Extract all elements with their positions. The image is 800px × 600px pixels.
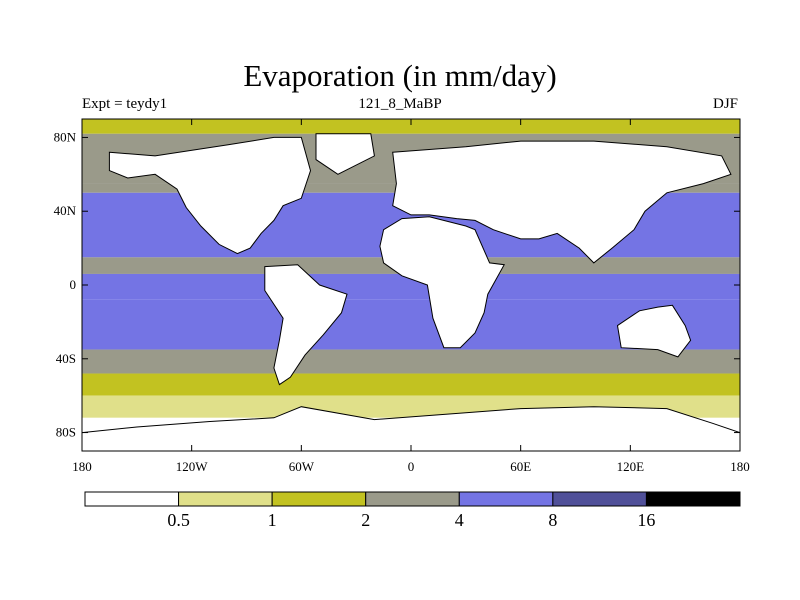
x-tick-label: 180 — [72, 459, 92, 474]
y-tick-label: 40S — [56, 351, 76, 366]
land-north-america — [108, 136, 312, 255]
y-tick-label: 80S — [56, 425, 76, 440]
x-tick-label: 60E — [510, 459, 531, 474]
colorbar-swatch — [84, 491, 180, 507]
land-eurasia — [392, 140, 732, 264]
colorbar-label: 8 — [548, 510, 557, 530]
run-label: 121_8_MaBP — [358, 96, 442, 112]
colorbar-swatch — [365, 491, 460, 507]
colorbar-label: 4 — [455, 510, 464, 530]
ocean-band-8 — [82, 373, 740, 396]
colorbar-label: 2 — [361, 510, 370, 530]
y-tick-label: 80N — [54, 129, 77, 144]
ocean-band-7 — [82, 349, 740, 374]
land-south-america — [264, 264, 348, 386]
x-tick-label: 120E — [617, 459, 645, 474]
land-antarctica — [82, 406, 740, 451]
colorbar-label: 16 — [637, 510, 655, 530]
colorbar-label: 0.5 — [167, 510, 190, 530]
colorbar-swatch — [178, 491, 273, 507]
land-africa — [379, 216, 505, 349]
colorbar: 0.5 1 2 4 8 16 — [84, 491, 741, 530]
x-tick-label: 180 — [730, 459, 750, 474]
colorbar-label: 1 — [268, 510, 277, 530]
x-tick-label: 120W — [176, 459, 209, 474]
colorbar-swatch — [458, 491, 554, 507]
land-layer — [82, 133, 740, 451]
ocean-band-0 — [82, 119, 740, 134]
chart-title: Evaporation (in mm/day) — [243, 58, 557, 93]
y-tick-label: 0 — [70, 277, 77, 292]
colorbar-swatch — [271, 491, 367, 507]
land-greenland — [315, 133, 375, 175]
x-tick-label: 60W — [289, 459, 315, 474]
axis-ticks: 180 120W 60W 0 60E 120E 180 80N 40N 0 40S 80S — [54, 119, 750, 474]
land-australia — [616, 304, 692, 358]
season-label: DJF — [712, 96, 738, 112]
experiment-label: Expt = teydy1 — [82, 96, 168, 112]
colorbar-swatch — [552, 491, 647, 507]
colorbar-swatch — [645, 491, 741, 507]
x-tick-label: 0 — [408, 459, 415, 474]
y-tick-label: 40N — [54, 203, 77, 218]
